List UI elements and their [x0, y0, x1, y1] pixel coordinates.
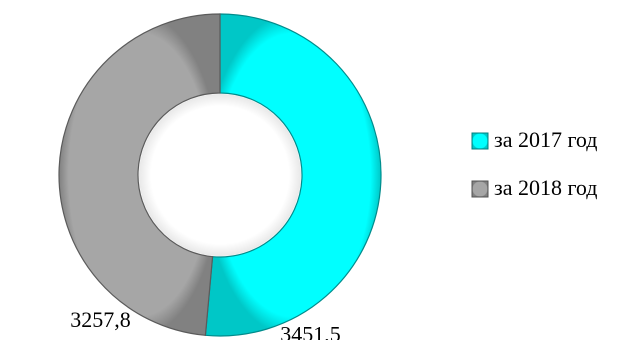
legend-label-2: за 2018 год — [494, 175, 598, 200]
data-labels-layer: 3451,5 3257,8 — [70, 307, 341, 345]
legend-swatch-1 — [471, 132, 489, 150]
legend-label-1: за 2017 год — [494, 127, 598, 152]
donut-slice-2 — [58, 13, 221, 336]
legend: за 2017 год за 2018 год — [471, 127, 598, 200]
data-label-2: 3257,8 — [70, 307, 131, 332]
donut-hole — [139, 94, 301, 256]
donut-slice-1 — [204, 13, 382, 337]
slices-layer — [58, 13, 382, 337]
data-label-1: 3451,5 — [280, 321, 341, 340]
legend-swatch-2 — [471, 180, 489, 198]
